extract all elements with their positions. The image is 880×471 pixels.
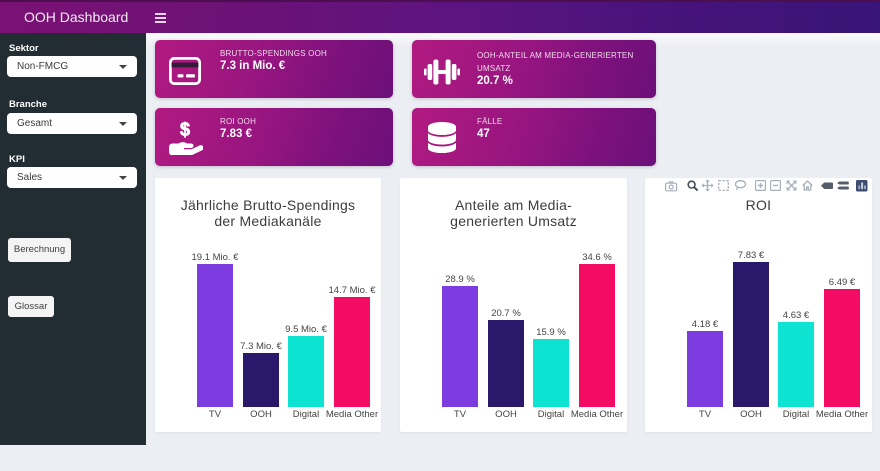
svg-text:$: $ (180, 121, 190, 140)
